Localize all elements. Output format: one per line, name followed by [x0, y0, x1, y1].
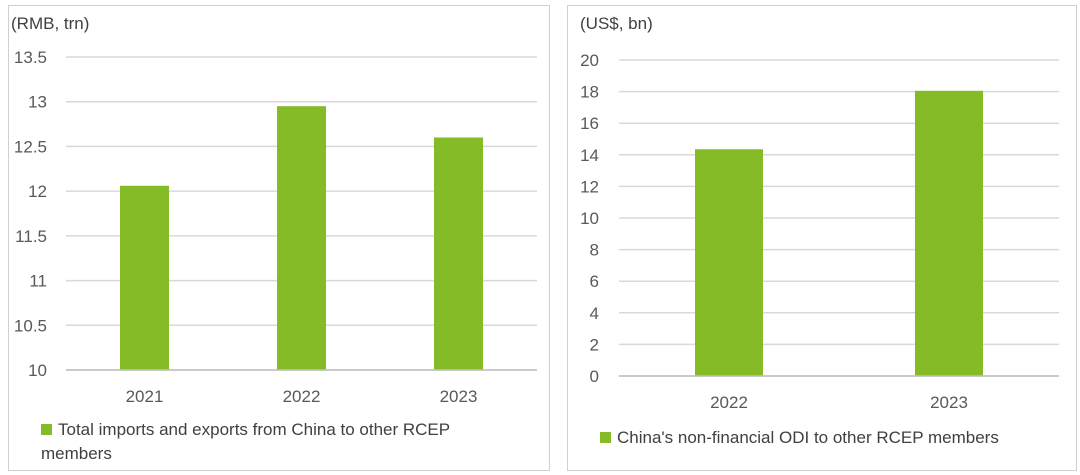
right-chart-svg: 0 2 4 6 8 10 12 14 16 18 20 2022 2023: [580, 51, 1059, 412]
y-tick-label: 14: [580, 146, 599, 165]
x-tick-label: 2022: [710, 393, 748, 412]
y-tick-label: 10: [580, 209, 599, 228]
right-legend: China's non-financial ODI to other RCEP …: [600, 426, 999, 450]
y-tick-label: 18: [580, 83, 599, 102]
x-tick-label: 2023: [440, 387, 478, 406]
bar-2021: [120, 185, 169, 370]
right-chart-panel: (US$, bn) 0 2 4 6 8 10 12 14 16 18 20 2022 2023 Chin…: [567, 5, 1077, 471]
y-tick-label: 4: [590, 304, 599, 323]
bar-2023: [434, 137, 483, 370]
left-unit-label: (RMB, trn): [11, 14, 90, 33]
bar-2022: [695, 149, 763, 376]
x-tick-label: 2022: [283, 387, 321, 406]
legend-line-1: Total imports and exports from China to …: [58, 420, 451, 439]
y-tick-label: 8: [590, 241, 599, 260]
legend-swatch: [41, 424, 52, 435]
x-tick-label: 2023: [930, 393, 968, 412]
right-unit-label: (US$, bn): [580, 14, 653, 33]
bar-2022: [277, 106, 326, 370]
y-tick-label: 13.5: [14, 48, 47, 67]
left-legend: Total imports and exports from China to …: [41, 418, 521, 466]
y-tick-label: 2: [590, 335, 599, 354]
x-tick-label: 2021: [126, 387, 164, 406]
y-tick-label: 11.5: [15, 227, 47, 246]
y-tick-label: 12: [580, 177, 599, 196]
y-tick-label: 6: [590, 272, 599, 291]
y-tick-label: 10: [28, 361, 47, 380]
legend-label: China's non-financial ODI to other RCEP …: [617, 428, 999, 447]
bar-2023: [915, 90, 983, 376]
legend-swatch: [600, 432, 611, 443]
y-tick-label: 10.5: [14, 316, 47, 335]
y-tick-label: 12.5: [14, 137, 47, 156]
y-tick-label: 11: [29, 272, 47, 291]
left-chart-panel: (RMB, trn) 10 10.5 11 11.5 12 12.5 13 13.5 2021 2…: [8, 5, 550, 471]
legend-line-2: members: [41, 444, 112, 463]
y-tick-label: 12: [28, 182, 47, 201]
y-tick-label: 13: [28, 93, 47, 112]
y-tick-label: 16: [580, 114, 599, 133]
y-tick-label: 0: [590, 367, 599, 386]
left-chart-svg: 10 10.5 11 11.5 12 12.5 13 13.5 2021 2022 2023: [14, 48, 537, 406]
y-tick-label: 20: [580, 51, 599, 70]
